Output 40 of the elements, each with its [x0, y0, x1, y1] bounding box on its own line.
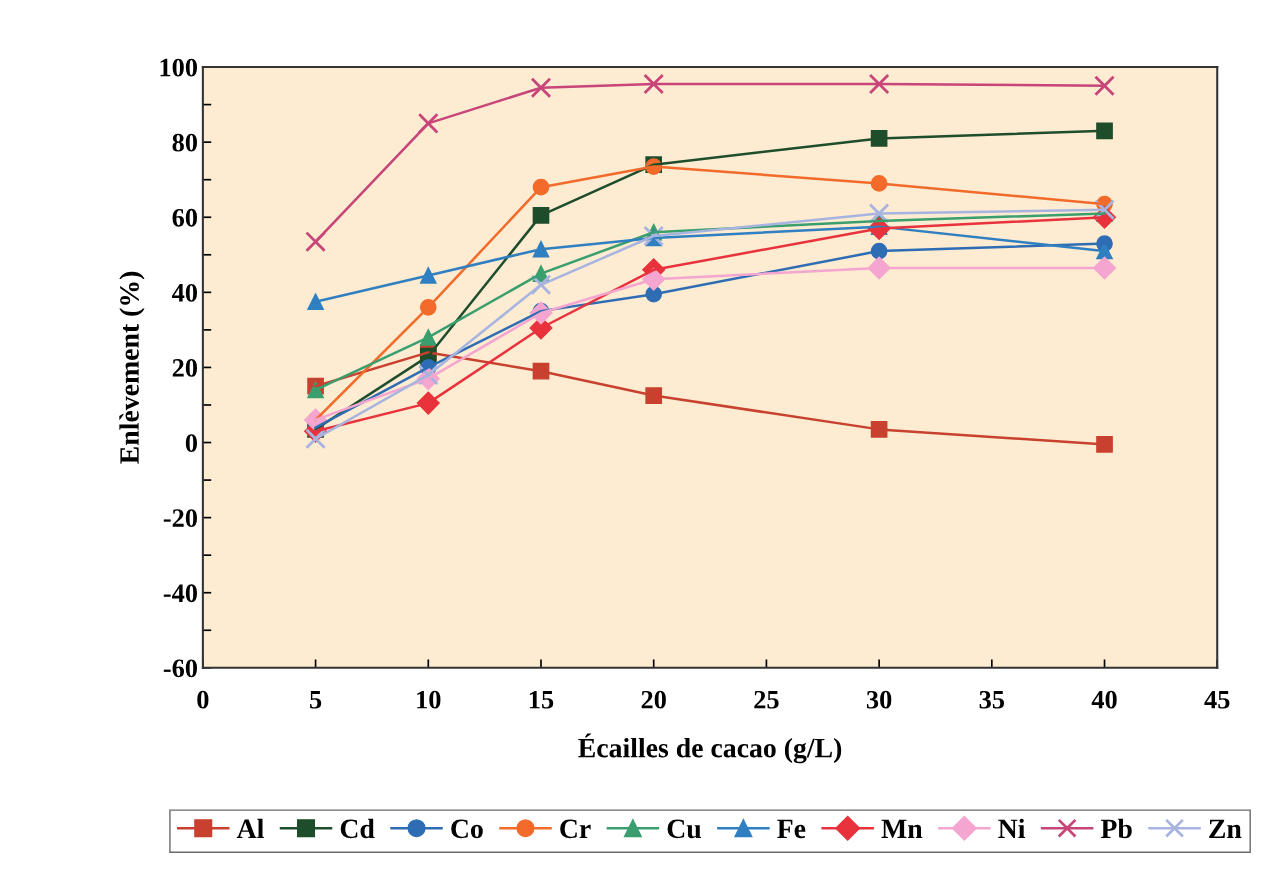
legend-label: Pb — [1100, 818, 1132, 839]
x-tick-label: 45 — [1204, 690, 1230, 709]
x-tick-label: 15 — [529, 690, 554, 709]
point — [530, 77, 552, 99]
y-tick-label: 20 — [172, 359, 197, 377]
y-tick-label: -40 — [163, 584, 198, 603]
point — [307, 293, 324, 311]
x-tick-label: 30 — [866, 690, 892, 709]
point — [305, 231, 326, 253]
x-tick-label: 5 — [310, 691, 322, 709]
point — [1096, 436, 1113, 453]
legend-label: Co — [451, 819, 483, 839]
x-tick-label: 10 — [417, 690, 441, 709]
legend-label: Mn — [881, 819, 923, 838]
point — [1094, 75, 1115, 97]
y-tick-label: -20 — [163, 509, 198, 528]
legend-label: Cu — [667, 819, 701, 839]
x-tick-label: 40 — [1091, 690, 1117, 709]
point — [1096, 122, 1113, 140]
point — [417, 112, 439, 134]
x-tick-label: 20 — [641, 690, 666, 709]
y-tick-label: 100 — [160, 58, 197, 77]
point — [1093, 256, 1117, 280]
legend-label: Zn — [1209, 819, 1242, 838]
legend-label: Fe — [777, 819, 806, 839]
y-tick-label: -60 — [163, 659, 198, 678]
y-tick-label: 40 — [171, 283, 197, 302]
point — [643, 73, 665, 95]
y-tick-label: 60 — [172, 208, 197, 227]
point — [868, 73, 890, 95]
y-tick-label: 80 — [172, 133, 197, 152]
legend-label: Cd — [340, 818, 375, 839]
x-tick-label: 35 — [979, 690, 1005, 709]
legend-label: Al — [236, 818, 264, 838]
y-tick-label: 0 — [185, 434, 197, 452]
y-axis-title: Enlèvement (%) — [119, 271, 145, 464]
x-tick-label: 25 — [754, 690, 779, 709]
legend-label: Ni — [998, 818, 1026, 838]
legend-label: Cr — [560, 819, 591, 839]
x-axis-title: Écailles de cacao (g/L) — [578, 733, 842, 764]
